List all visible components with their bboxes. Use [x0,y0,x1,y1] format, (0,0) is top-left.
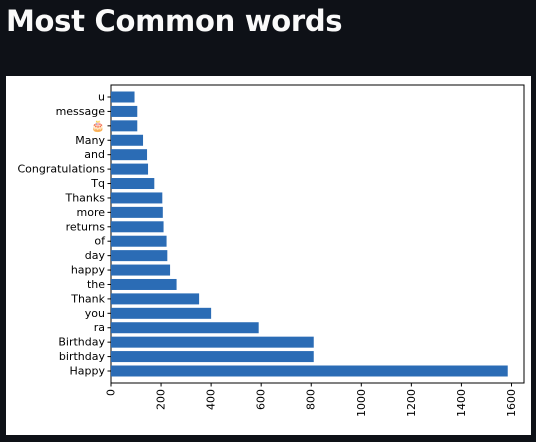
bar [111,163,149,175]
x-tick-label: 1400 [455,389,468,417]
plot-frame [110,84,525,384]
y-tick-label: u [98,91,105,104]
bar [111,293,200,305]
page-title: Most Common words [6,4,343,38]
bar [111,149,148,161]
bar [111,235,167,247]
bars-layer [111,91,508,377]
x-tick-label: 200 [155,389,168,410]
bar [111,105,138,117]
y-tick-label: Thanks [64,191,105,204]
bar [111,365,508,377]
bar [111,322,259,334]
bar [111,278,177,290]
x-axis: 0 200 400 600 800 1000 1200 1400 1600 [105,383,518,417]
bar [111,221,164,233]
bar [111,250,168,262]
chart-figure: Happy birthday Birthday ra you Thank the happy d… [6,76,531,435]
y-tick-label: day [85,249,106,262]
bar [111,120,138,132]
y-tick-label: Tq [90,177,105,190]
x-tick-label: 1000 [355,389,368,417]
y-tick-label: happy [71,264,106,277]
x-tick-label: 1200 [405,389,418,417]
y-tick-label: of [94,235,106,248]
bar [111,192,163,204]
y-tick-label: Congratulations [17,163,105,176]
x-tick-label: 600 [255,389,268,410]
bar [111,264,171,276]
x-tick-label: 400 [205,389,218,410]
y-tick-label: Many [75,134,105,147]
x-tick-label: 0 [105,389,118,396]
bar [111,206,163,218]
bar [111,134,144,146]
bar [111,178,155,190]
y-tick-label: 🎂 [91,118,105,132]
y-tick-label: more [77,206,106,219]
y-tick-label: Thank [70,292,105,305]
y-tick-label: returns [66,220,106,233]
y-tick-label: message [56,105,106,118]
x-tick-label: 800 [305,389,318,410]
bar [111,336,314,348]
y-tick-label: the [87,278,105,291]
y-tick-label: Happy [70,365,106,378]
y-tick-label: and [84,148,105,161]
y-tick-label: Birthday [58,336,105,349]
x-tick-label: 1600 [505,389,518,417]
bar [111,351,314,363]
y-tick-label: you [85,307,105,320]
bar [111,307,212,319]
y-tick-label: birthday [59,350,106,363]
bar [111,91,135,103]
y-tick-label: ra [94,321,105,334]
